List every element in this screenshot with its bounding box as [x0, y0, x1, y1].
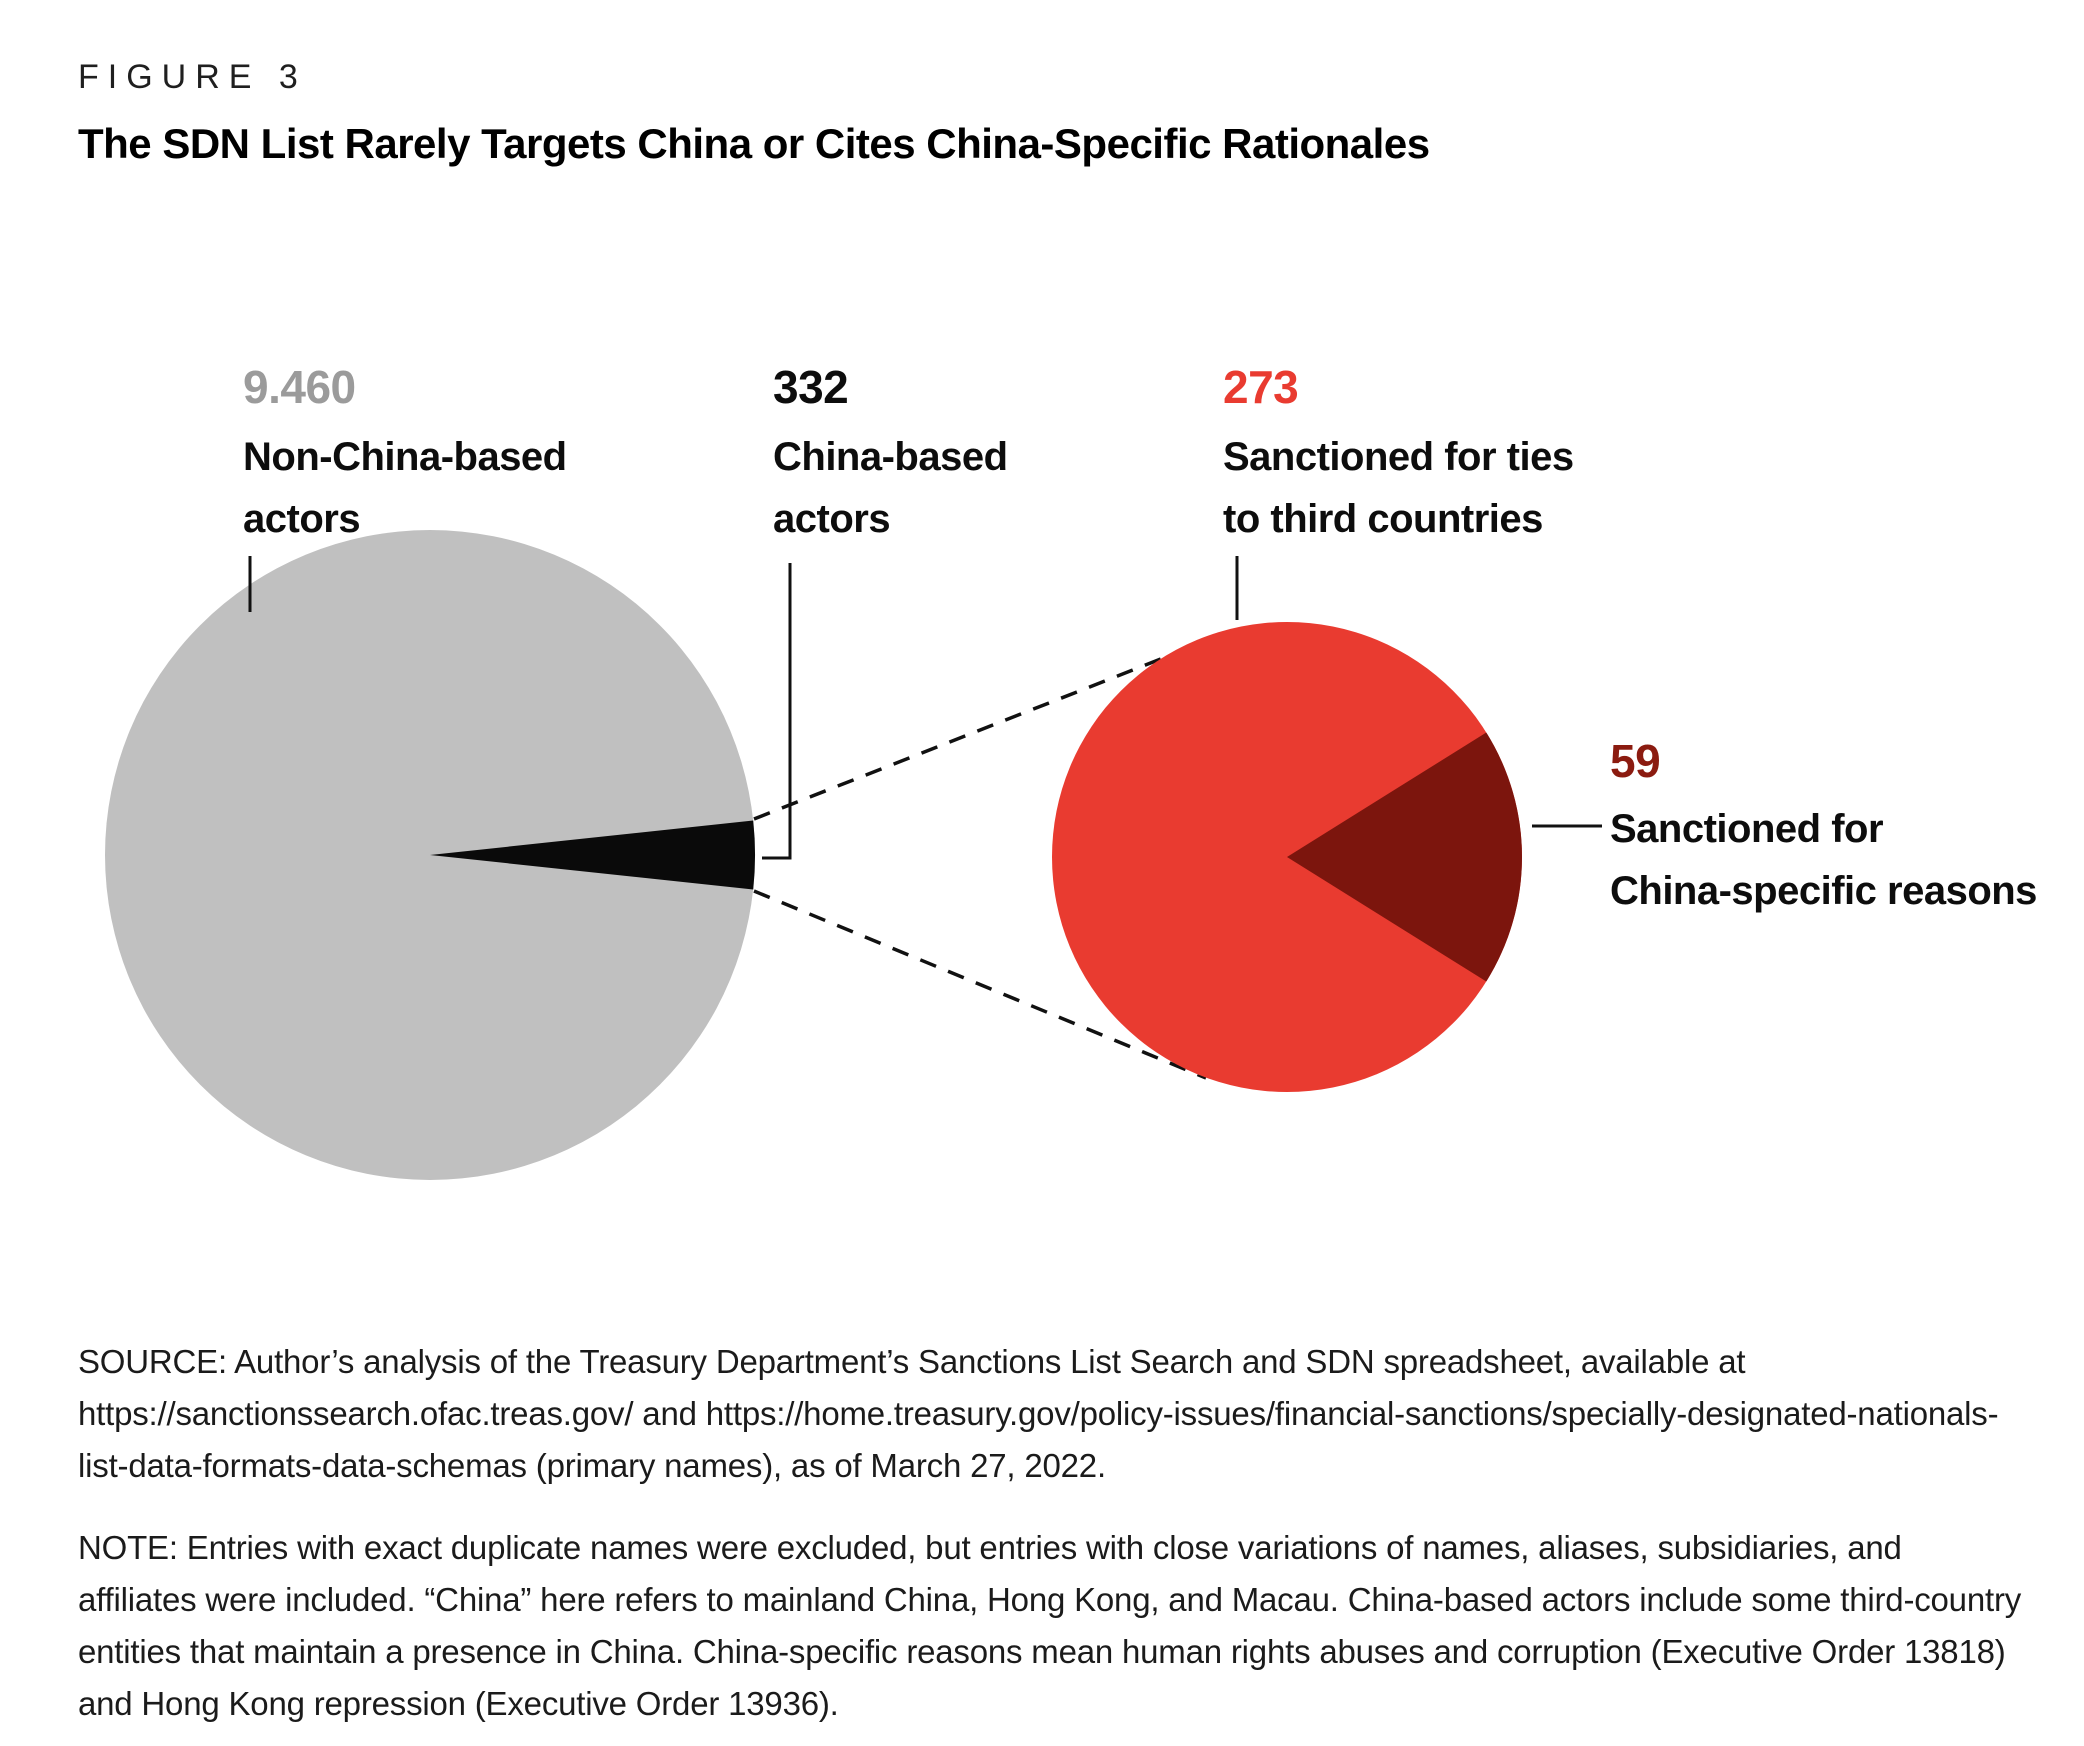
china-based-callout-line: [762, 563, 792, 860]
third-country-value: 273: [1223, 361, 1299, 413]
china-based-label-line1: China-based: [773, 435, 1008, 479]
third-country-label: Sanctioned for ties to third countries: [1223, 426, 1574, 550]
non-china-value: 9.460: [243, 361, 356, 413]
china-based-value: 332: [773, 361, 849, 413]
china-specific-label: Sanctioned for China-specific reasons: [1610, 798, 2037, 922]
source-note: SOURCE: Author’s analysis of the Treasur…: [78, 1343, 1999, 1484]
zoom-connector-bottom-dashed-line: [753, 889, 1207, 1080]
china-based-pie-slice: [430, 820, 756, 890]
zoom-connector-top-dashed-line: [753, 638, 1210, 821]
non-china-label-line1: Non-China-based: [243, 435, 567, 479]
china-specific-value: 59: [1610, 735, 1661, 787]
china-specific-label-line1: Sanctioned for: [1610, 807, 1884, 851]
non-china-label-line2: actors: [243, 497, 361, 541]
figure-title: The SDN List Rarely Targets China or Cit…: [78, 120, 1430, 167]
non-china-label: Non-China-based actors: [243, 426, 567, 550]
third-country-label-line1: Sanctioned for ties: [1223, 435, 1574, 479]
methodology-note: NOTE: Entries with exact duplicate names…: [78, 1529, 2022, 1722]
figure-label: FIGURE 3: [78, 58, 307, 96]
china-based-label: China-based actors: [773, 426, 1008, 550]
third-country-label-line2: to third countries: [1223, 497, 1543, 541]
china-specific-pie-slice: [1287, 732, 1522, 982]
china-specific-label-line2: China-specific reasons: [1610, 869, 2037, 913]
china-based-label-line2: actors: [773, 497, 891, 541]
